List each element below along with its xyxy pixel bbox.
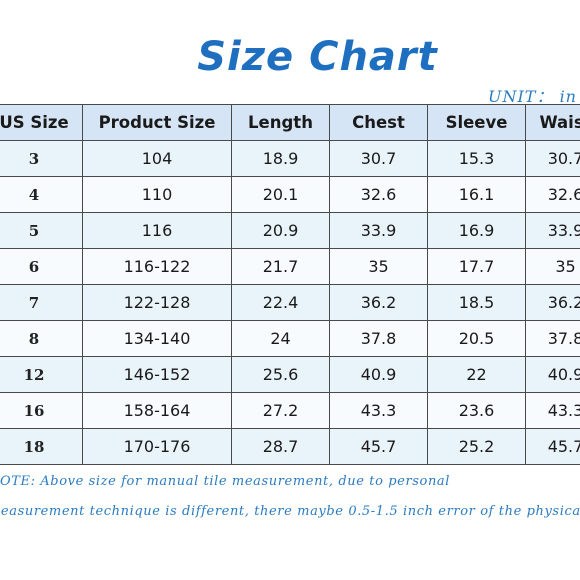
table-cell: 30.7 [329, 140, 428, 177]
table-cell: 24 [231, 320, 330, 357]
table-cell: 23.6 [427, 392, 526, 429]
table-cell: 20.9 [231, 212, 330, 249]
table-cell: 43.3 [525, 392, 580, 429]
table-cell: 25.6 [231, 356, 330, 393]
table-row: 16 158-164 27.2 43.3 23.6 43.3 [0, 392, 580, 429]
table-cell: 32.6 [525, 176, 580, 213]
table-cell: 104 [82, 140, 232, 177]
table-cell: 36.2 [329, 284, 428, 321]
size-table: US Size Product Size Length Chest Sleeve… [0, 104, 580, 465]
table-cell: 33.9 [525, 212, 580, 249]
table-cell: 20.1 [231, 176, 330, 213]
table-cell: 116 [82, 212, 232, 249]
table-row: 5 116 20.9 33.9 16.9 33.9 [0, 212, 580, 249]
table-row: 7 122-128 22.4 36.2 18.5 36.2 [0, 284, 580, 321]
table-cell: 7 [0, 284, 83, 321]
table-cell: 18.9 [231, 140, 330, 177]
table-cell: 8 [0, 320, 83, 357]
table-cell: 32.6 [329, 176, 428, 213]
table-cell: 4 [0, 176, 83, 213]
table-cell: 30.7 [525, 140, 580, 177]
table-cell: 18.5 [427, 284, 526, 321]
table-cell: 170-176 [82, 428, 232, 465]
table-row: 4 110 20.1 32.6 16.1 32.6 [0, 176, 580, 213]
table-cell: 5 [0, 212, 83, 249]
table-row: 12 146-152 25.6 40.9 22 40.9 [0, 356, 580, 393]
table-cell: 21.7 [231, 248, 330, 285]
table-cell: 3 [0, 140, 83, 177]
table-cell: 43.3 [329, 392, 428, 429]
note-line: measurement technique is different, ther… [0, 504, 580, 519]
table-cell: 17.7 [427, 248, 526, 285]
table-header-row: US Size Product Size Length Chest Sleeve… [0, 104, 580, 141]
table-cell: 35 [329, 248, 428, 285]
table-cell: 22.4 [231, 284, 330, 321]
table-row: 18 170-176 28.7 45.7 25.2 45.7 [0, 428, 580, 465]
table-cell: 18 [0, 428, 83, 465]
column-header: Chest [329, 104, 428, 141]
table-cell: 27.2 [231, 392, 330, 429]
column-header: US Size [0, 104, 83, 141]
table-cell: 45.7 [329, 428, 428, 465]
table-cell: 146-152 [82, 356, 232, 393]
table-cell: 16.1 [427, 176, 526, 213]
table-row: 3 104 18.9 30.7 15.3 30.7 [0, 140, 580, 177]
table-cell: 45.7 [525, 428, 580, 465]
table-cell: 6 [0, 248, 83, 285]
table-cell: 122-128 [82, 284, 232, 321]
table-cell: 36.2 [525, 284, 580, 321]
table-body: 3 104 18.9 30.7 15.3 30.7 4 110 20.1 32.6 16.1 32.6… [0, 140, 580, 465]
note-line: NOTE: Above size for manual tile measure… [0, 474, 451, 489]
table-cell: 134-140 [82, 320, 232, 357]
column-header: Waist [525, 104, 580, 141]
column-header: Length [231, 104, 330, 141]
table-cell: 37.8 [329, 320, 428, 357]
table-cell: 40.9 [329, 356, 428, 393]
table-cell: 40.9 [525, 356, 580, 393]
table-row: 6 116-122 21.7 35 17.7 35 [0, 248, 580, 285]
table-cell: 15.3 [427, 140, 526, 177]
page-title: Size Chart [197, 34, 438, 80]
table-cell: 158-164 [82, 392, 232, 429]
table-cell: 35 [525, 248, 580, 285]
column-header: Product Size [82, 104, 232, 141]
column-header: Sleeve [427, 104, 526, 141]
table-cell: 28.7 [231, 428, 330, 465]
table-cell: 22 [427, 356, 526, 393]
table-cell: 37.8 [525, 320, 580, 357]
table-cell: 25.2 [427, 428, 526, 465]
table-cell: 116-122 [82, 248, 232, 285]
unit-label: UNIT： in [488, 87, 577, 106]
table-cell: 16 [0, 392, 83, 429]
table-cell: 110 [82, 176, 232, 213]
table-cell: 33.9 [329, 212, 428, 249]
table-row: 8 134-140 24 37.8 20.5 37.8 [0, 320, 580, 357]
table-cell: 16.9 [427, 212, 526, 249]
table-cell: 12 [0, 356, 83, 393]
table-cell: 20.5 [427, 320, 526, 357]
